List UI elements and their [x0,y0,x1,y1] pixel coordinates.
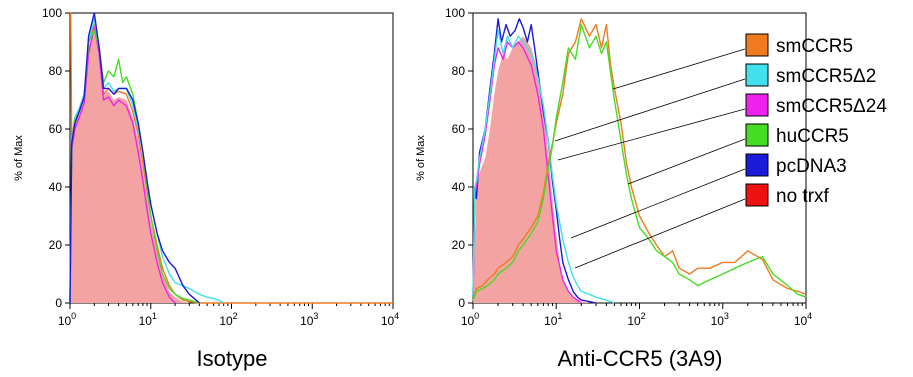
y-axis-label: % of Max [415,135,427,181]
series-area-no-trxf [70,24,190,303]
legend-swatch [745,93,769,117]
x-tick-label: 100 [58,311,76,328]
y-tick-label: 40 [49,180,63,194]
x-tick-label: 103 [711,311,729,328]
x-tick-label: 102 [627,311,645,328]
chart-panel-1: 0 20 40 60 80 100 100 101 102 103 104 % of Max Isoty… [13,6,399,371]
y-tick-label: 20 [452,238,466,252]
y-tick-label: 80 [49,64,63,78]
y-tick-label: 60 [452,122,466,136]
series-line-smCCR5 [472,18,807,298]
legend-label: no trxf [776,186,830,207]
x-tick-label: 104 [381,311,399,328]
panel-title: Isotype [197,346,268,371]
y-tick-label: 80 [452,64,466,78]
legend-swatch [745,33,769,57]
legend-pointer-line [570,168,746,239]
legend-swatch [745,123,769,147]
chart-panel-2: 0 20 40 60 80 100 100 101 102 103 104 % of Max Anti-… [415,6,887,371]
series-line-huCCR5 [472,23,807,301]
panel-title: Anti-CCR5 (3A9) [557,346,722,371]
legend-pointer-line [612,48,746,90]
y-tick-label: 40 [452,180,466,194]
x-tick-label: 103 [300,311,318,328]
y-tick-label: 100 [42,6,62,20]
legend-label: smCCR5 [776,36,853,57]
legend-label: smCCR5Δ24 [776,96,887,117]
y-tick-label: 20 [49,238,63,252]
legend-pointer-line [554,78,746,142]
series-line-smCCR5Δ24 [472,41,582,304]
x-tick-label: 101 [544,311,562,328]
y-axis-label: % of Max [13,135,25,181]
series-line-smCCR5Δ24 [69,26,176,304]
legend-pointer-line [627,138,746,185]
legend-pointer-line [574,198,746,269]
x-tick-label: 101 [139,311,157,328]
y-tick-label: 0 [55,296,62,310]
series-line-smCCR5Δ2 [472,29,615,304]
y-tick-label: 0 [458,296,465,310]
x-tick-label: 104 [794,311,812,328]
legend-label: smCCR5Δ2 [776,66,876,87]
series-line-pcDNA3 [69,12,200,304]
legend-pointer-line [557,108,746,161]
y-tick-label: 60 [49,122,63,136]
legend-swatch [745,183,769,207]
legend-label: huCCR5 [776,126,849,147]
series-area-no-trxf [473,36,590,303]
x-tick-label: 100 [461,311,479,328]
legend-swatch [745,63,769,87]
legend-swatch [745,153,769,177]
x-tick-label: 102 [219,311,237,328]
legend-label: pcDNA3 [776,156,847,177]
y-tick-label: 100 [445,6,465,20]
